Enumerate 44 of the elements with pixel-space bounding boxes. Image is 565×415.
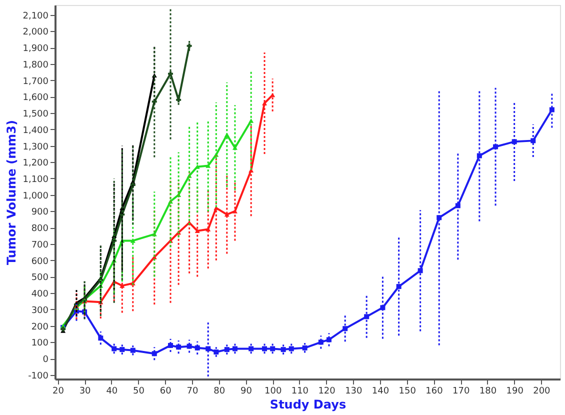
y-tick-label: 1,200 <box>22 158 49 169</box>
y-tick-label: 2,100 <box>22 11 49 22</box>
x-tick-label: 60 <box>160 386 172 396</box>
x-tick-label: 150 <box>398 386 416 396</box>
x-axis-title: Study Days <box>270 398 346 412</box>
y-tick-label: 1,900 <box>22 44 49 54</box>
y-tick-label: 900 <box>31 208 49 218</box>
x-tick-label: 50 <box>133 386 145 396</box>
y-axis-title: Tumor Volume (mm3) <box>4 120 19 265</box>
x-tick-label: 160 <box>426 386 444 396</box>
x-tick-label: 200 <box>533 386 551 396</box>
y-tick-label: 300 <box>31 306 49 316</box>
y-tick-label: 1,500 <box>22 110 49 120</box>
y-tick-label: 2,000 <box>22 28 49 38</box>
y-tick-label: 1,400 <box>22 126 49 136</box>
y-tick-label: 200 <box>31 322 49 332</box>
y-tick-label: 1,000 <box>22 191 49 202</box>
x-tick-label: 190 <box>506 386 524 396</box>
x-tick-label: 90 <box>240 386 252 396</box>
y-tick-label: 500 <box>31 273 49 284</box>
x-tick-label: 70 <box>186 386 198 396</box>
x-tick-label: 140 <box>372 386 390 396</box>
x-tick-label: 40 <box>106 386 118 396</box>
x-tick-label: 170 <box>452 386 470 396</box>
y-tick-label: 1,100 <box>22 174 49 185</box>
x-tick-label: 30 <box>79 386 92 396</box>
x-tick-label: 120 <box>318 386 336 396</box>
x-tick-label: 110 <box>291 386 309 396</box>
x-tick-label: 80 <box>214 386 226 396</box>
y-tick-label: 100 <box>31 338 49 349</box>
x-tick-label: 100 <box>264 386 282 396</box>
y-tick-label: 0 <box>42 355 49 366</box>
y-tick-label: 700 <box>31 240 49 250</box>
y-tick-label: 400 <box>31 290 49 300</box>
y-tick-label: 600 <box>31 256 49 267</box>
x-tick-label: 20 <box>52 386 64 396</box>
y-tick-label: 1,600 <box>22 93 49 104</box>
x-tick-label: 130 <box>345 386 363 396</box>
y-tick-label: 1,800 <box>22 60 49 70</box>
y-tick-label: -100 <box>28 371 49 382</box>
y-tick-label: 1,300 <box>22 142 49 152</box>
y-tick-label: 1,700 <box>22 76 49 87</box>
y-tick-label: 800 <box>31 224 49 234</box>
x-tick-label: 180 <box>479 386 497 396</box>
